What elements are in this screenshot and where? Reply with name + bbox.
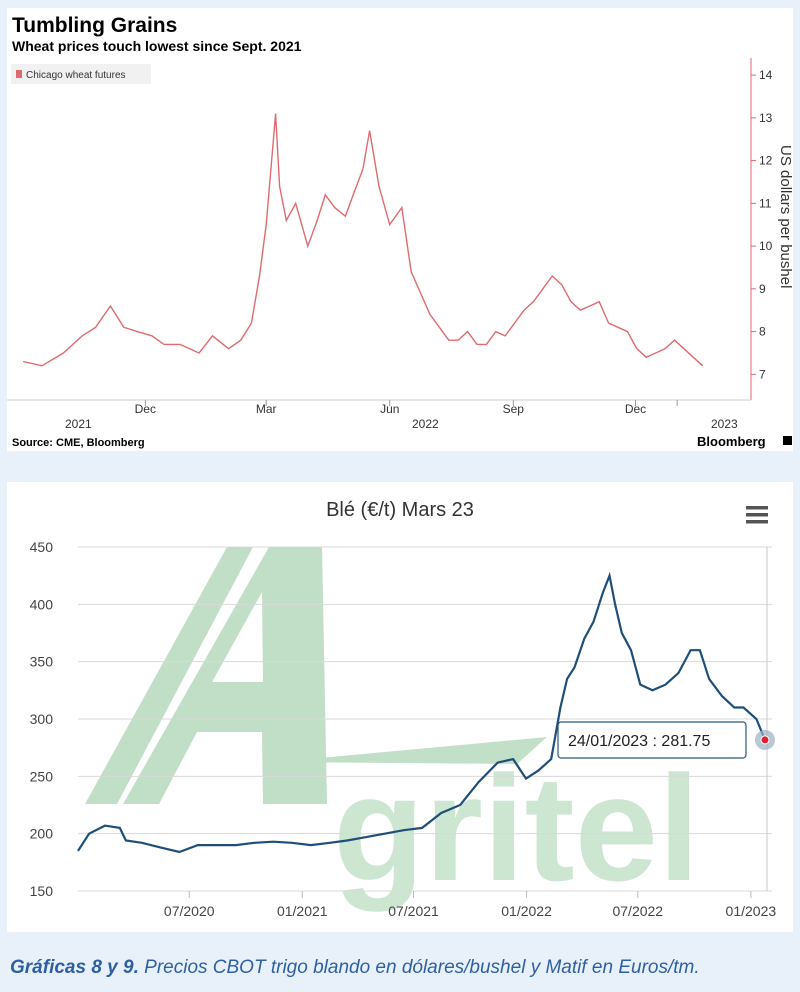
x-tick-label: Dec [625, 402, 646, 416]
source-label: Source: CME, Bloomberg [12, 437, 145, 449]
caption-bold: Gráficas 8 y 9. [10, 957, 139, 978]
year-label-2022: 2022 [412, 417, 439, 431]
y-tick-label: 8 [759, 325, 766, 339]
chart-title: Tumbling Grains [12, 14, 177, 37]
legend-swatch [16, 70, 22, 78]
y-tick-label: 450 [30, 539, 54, 555]
caption-text: Precios CBOT trigo blando en dólares/bus… [138, 957, 700, 978]
y-tick-label: 14 [759, 68, 773, 82]
y-tick-label: 12 [759, 154, 773, 168]
tooltip: 24/01/2023 : 281.75 [557, 721, 747, 759]
x-tick-label: Jun [380, 402, 399, 416]
chart-title: Blé (€/t) Mars 23 [326, 499, 474, 521]
y-tick-label: 10 [759, 239, 773, 253]
y-tick-label: 200 [30, 826, 54, 842]
wheat-futures-line [22, 113, 704, 367]
y-tick-label: 350 [30, 654, 54, 670]
y-tick-label: 9 [759, 282, 766, 296]
x-tick-label: 01/2023 [726, 903, 777, 919]
agritel-chart-panel: gritel Blé (€/t) Mars 23 150 200 250 300 350… [7, 482, 793, 932]
x-tick-label: Mar [256, 402, 277, 416]
y-tick-label: 400 [30, 596, 54, 612]
y-tick-label: 11 [759, 196, 772, 210]
legend-label: Chicago wheat futures [26, 70, 126, 81]
x-tick-label: 01/2021 [277, 903, 328, 919]
y-axis-label: US dollars per bushel [777, 145, 793, 288]
menu-icon[interactable] [746, 506, 768, 524]
bloomberg-logo: Bloomberg [697, 434, 766, 449]
wheat-futures-chart: Tumbling Grains Wheat prices touch lowes… [7, 14, 793, 449]
matif-wheat-line [77, 571, 767, 854]
x-tick-label: 07/2020 [164, 903, 215, 919]
x-tick-label: 07/2021 [388, 903, 439, 919]
legend-box [11, 64, 151, 84]
year-label-2021: 2021 [65, 417, 92, 431]
tooltip-text: 24/01/2023 : 281.75 [568, 733, 710, 750]
bloomberg-terminal-icon [783, 436, 792, 445]
y-tick-label: 7 [759, 367, 766, 381]
x-tick-label: 07/2022 [612, 903, 663, 919]
last-point-marker[interactable] [760, 735, 770, 745]
bloomberg-chart-panel: Tumbling Grains Wheat prices touch lowes… [7, 8, 793, 451]
chart-subtitle: Wheat prices touch lowest since Sept. 20… [12, 38, 302, 54]
y-tick-label: 300 [30, 711, 54, 727]
y-tick-label: 150 [30, 883, 54, 899]
x-tick-label: Dec [135, 402, 156, 416]
figure-caption: Gráficas 8 y 9. Precios CBOT trigo bland… [10, 957, 800, 979]
year-label-2023: 2023 [711, 417, 738, 431]
y-tick-label: 250 [30, 768, 54, 784]
wheat-matif-chart: gritel Blé (€/t) Mars 23 150 200 250 300 350… [30, 499, 777, 919]
agritel-watermark-logo [85, 547, 547, 804]
agritel-watermark-letters: gritel [333, 744, 700, 912]
x-tick-label: Sep [503, 402, 525, 416]
x-tick-label: 01/2022 [501, 903, 552, 919]
y-tick-label: 13 [759, 111, 773, 125]
